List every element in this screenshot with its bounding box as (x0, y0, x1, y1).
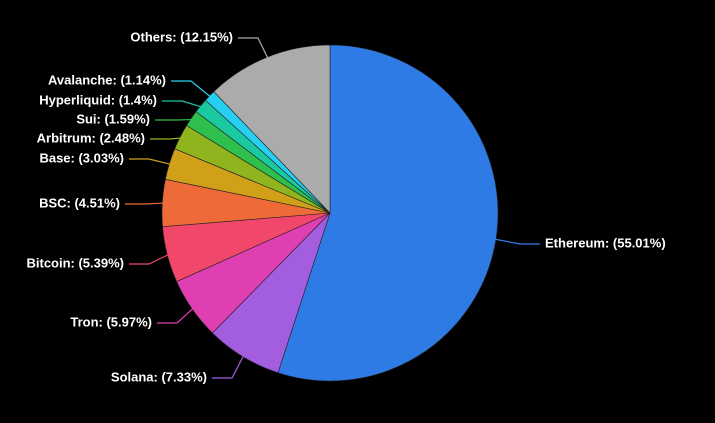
leader-line (162, 101, 202, 107)
leader-line (129, 159, 171, 164)
leader-line (129, 254, 169, 264)
leader-line (212, 355, 244, 378)
slice-label: Tron: (5.97%) (70, 314, 152, 329)
slice-label: Ethereum: (55.01%) (545, 235, 666, 250)
slice-label: BSC: (4.51%) (39, 195, 120, 210)
leader-line (494, 239, 540, 244)
slice-label: Bitcoin: (5.39%) (26, 255, 124, 270)
leader-line (150, 138, 182, 139)
leader-line (157, 308, 194, 323)
slice-label: Base: (3.03%) (39, 150, 124, 165)
slice-label: Hyperliquid: (1.4%) (39, 92, 157, 107)
slice-label: Others: (12.15%) (130, 29, 233, 44)
slice-label: Solana: (7.33%) (111, 369, 207, 384)
slice-label: Arbitrum: (2.48%) (37, 130, 145, 145)
leader-line (238, 38, 268, 59)
leader-line (171, 81, 211, 97)
slice-label: Sui: (1.59%) (76, 111, 150, 126)
leader-line (125, 203, 164, 204)
slice-label: Avalanche: (1.14%) (48, 72, 166, 87)
